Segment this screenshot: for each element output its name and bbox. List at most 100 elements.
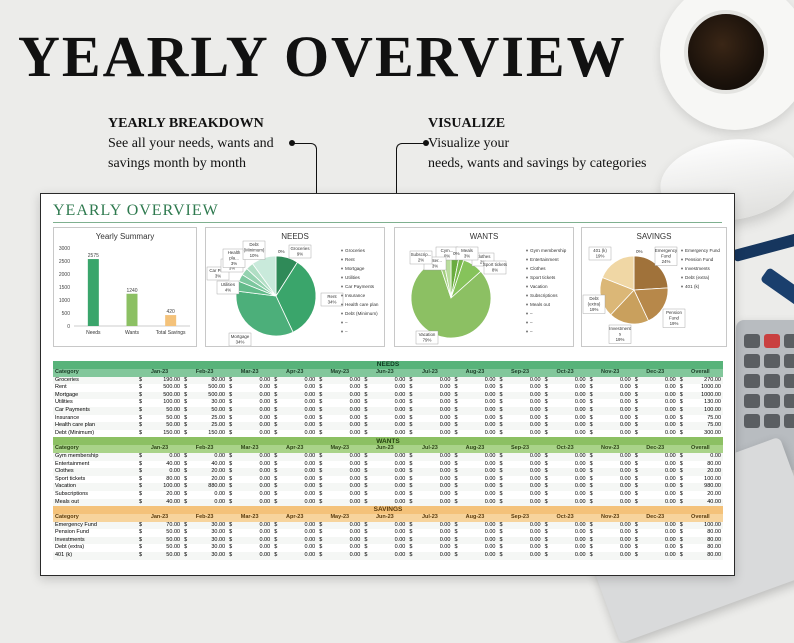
value-cell[interactable]: $0.00 (184, 490, 226, 497)
value-cell[interactable]: $0.00 (499, 529, 541, 536)
value-cell[interactable]: $0.00 (317, 468, 363, 476)
value-cell[interactable]: $20.00 (182, 468, 228, 476)
value-cell[interactable]: $0.00 (272, 468, 318, 476)
value-cell[interactable]: $0.00 (499, 414, 541, 421)
value-cell[interactable]: $0.00 (499, 544, 541, 551)
value-cell[interactable]: $0.00 (317, 536, 363, 545)
needs-chart[interactable]: NEEDS Groceries 9% Rent 34% Mortgage 34% Utili… (205, 227, 385, 347)
value-cell[interactable]: $0.00 (229, 490, 271, 497)
value-cell[interactable]: $100.00 (677, 521, 723, 530)
value-cell[interactable]: $0.00 (227, 498, 273, 507)
value-cell[interactable]: $0.00 (364, 414, 406, 421)
value-cell[interactable]: $0.00 (407, 406, 453, 415)
row-label[interactable]: Gym membership (53, 452, 137, 461)
value-cell[interactable]: $0.00 (542, 468, 588, 476)
value-cell[interactable]: $980.00 (677, 483, 723, 491)
value-cell[interactable]: $0.00 (409, 544, 451, 551)
value-cell[interactable]: $0.00 (229, 429, 271, 436)
value-cell[interactable]: $1000.00 (677, 391, 723, 400)
value-cell[interactable]: $300.00 (679, 429, 721, 436)
value-cell[interactable]: $0.00 (452, 468, 498, 476)
value-cell[interactable]: $20.00 (677, 468, 723, 476)
value-cell[interactable]: $0.00 (274, 475, 316, 482)
value-cell[interactable]: $0.00 (587, 536, 633, 545)
value-cell[interactable]: $0.00 (272, 452, 318, 461)
value-cell[interactable]: $0.00 (317, 376, 363, 385)
value-cell[interactable]: $0.00 (182, 498, 228, 507)
row-label[interactable]: Investments (53, 536, 137, 545)
value-cell[interactable]: $0.00 (542, 536, 588, 545)
value-cell[interactable]: $30.00 (182, 552, 228, 560)
row-label[interactable]: Utilities (55, 399, 73, 406)
value-cell[interactable]: $0.00 (272, 498, 318, 507)
value-cell[interactable]: $0.00 (587, 483, 633, 491)
value-cell[interactable]: $500.00 (184, 384, 226, 391)
value-cell[interactable]: $0.00 (319, 544, 361, 551)
value-cell[interactable]: $0.00 (452, 452, 498, 461)
value-cell[interactable]: $80.00 (679, 544, 721, 551)
value-cell[interactable]: $20.00 (184, 475, 226, 482)
value-cell[interactable]: $0.00 (499, 475, 541, 482)
value-cell[interactable]: $0.00 (587, 521, 633, 530)
value-cell[interactable]: $25.00 (182, 422, 228, 430)
value-cell[interactable]: $0.00 (317, 391, 363, 400)
value-cell[interactable]: $0.00 (452, 406, 498, 415)
value-cell[interactable]: $0.00 (632, 422, 678, 430)
value-cell[interactable]: $100.00 (677, 406, 723, 415)
value-cell[interactable]: $0.00 (499, 460, 541, 467)
row-label[interactable]: Vacation (53, 483, 137, 491)
value-cell[interactable]: $0.00 (407, 483, 453, 491)
value-cell[interactable]: $0.00 (362, 391, 408, 400)
value-cell[interactable]: $0.00 (634, 399, 676, 406)
value-cell[interactable]: $0.00 (364, 544, 406, 551)
value-cell[interactable]: $0.00 (227, 376, 273, 385)
value-cell[interactable]: $0.00 (544, 384, 586, 391)
value-cell[interactable]: $50.00 (139, 414, 181, 421)
value-cell[interactable]: $0.00 (542, 422, 588, 430)
value-cell[interactable]: $0.00 (317, 483, 363, 491)
value-cell[interactable]: $40.00 (184, 460, 226, 467)
value-cell[interactable]: $0.00 (632, 468, 678, 476)
value-cell[interactable]: $0.00 (542, 498, 588, 507)
value-cell[interactable]: $0.00 (452, 536, 498, 545)
value-cell[interactable]: $0.00 (319, 414, 361, 421)
yearly-summary-chart[interactable]: Yearly Summary 3000 2500 2000 1500 1000 500 0 2… (53, 227, 197, 347)
value-cell[interactable]: $0.00 (317, 552, 363, 560)
value-cell[interactable]: $0.00 (407, 391, 453, 400)
value-cell[interactable]: $0.00 (319, 475, 361, 482)
value-cell[interactable]: $0.00 (454, 384, 496, 391)
value-cell[interactable]: $0.00 (634, 529, 676, 536)
value-cell[interactable]: $0.00 (497, 521, 543, 530)
value-cell[interactable]: $0.00 (589, 460, 631, 467)
value-cell[interactable]: $0.00 (362, 483, 408, 491)
value-cell[interactable]: $0.00 (587, 468, 633, 476)
value-cell[interactable]: $0.00 (227, 452, 273, 461)
value-cell[interactable]: $50.00 (137, 422, 183, 430)
value-cell[interactable]: $0.00 (407, 552, 453, 560)
value-cell[interactable]: $0.00 (362, 536, 408, 545)
value-cell[interactable]: $50.00 (139, 544, 181, 551)
value-cell[interactable]: $0.00 (452, 422, 498, 430)
value-cell[interactable]: $0.00 (544, 460, 586, 467)
value-cell[interactable]: $0.00 (319, 429, 361, 436)
value-cell[interactable]: $0.00 (632, 483, 678, 491)
row-label[interactable]: Entertainment (55, 460, 90, 467)
value-cell[interactable]: $0.00 (634, 414, 676, 421)
value-cell[interactable]: $0.00 (632, 498, 678, 507)
row-label[interactable]: Mortgage (53, 391, 137, 400)
value-cell[interactable]: $0.00 (452, 498, 498, 507)
value-cell[interactable]: $0.00 (452, 552, 498, 560)
value-cell[interactable]: $0.00 (499, 490, 541, 497)
value-cell[interactable]: $0.00 (407, 468, 453, 476)
value-cell[interactable]: $75.00 (679, 414, 721, 421)
value-cell[interactable]: $0.00 (542, 552, 588, 560)
value-cell[interactable]: $0.00 (497, 376, 543, 385)
value-cell[interactable]: $0.00 (272, 391, 318, 400)
value-cell[interactable]: $0.00 (589, 399, 631, 406)
value-cell[interactable]: $0.00 (319, 529, 361, 536)
value-cell[interactable]: $0.00 (229, 399, 271, 406)
value-cell[interactable]: $80.00 (139, 475, 181, 482)
value-cell[interactable]: $80.00 (182, 376, 228, 385)
value-cell[interactable]: $50.00 (137, 552, 183, 560)
value-cell[interactable]: $0.00 (274, 490, 316, 497)
